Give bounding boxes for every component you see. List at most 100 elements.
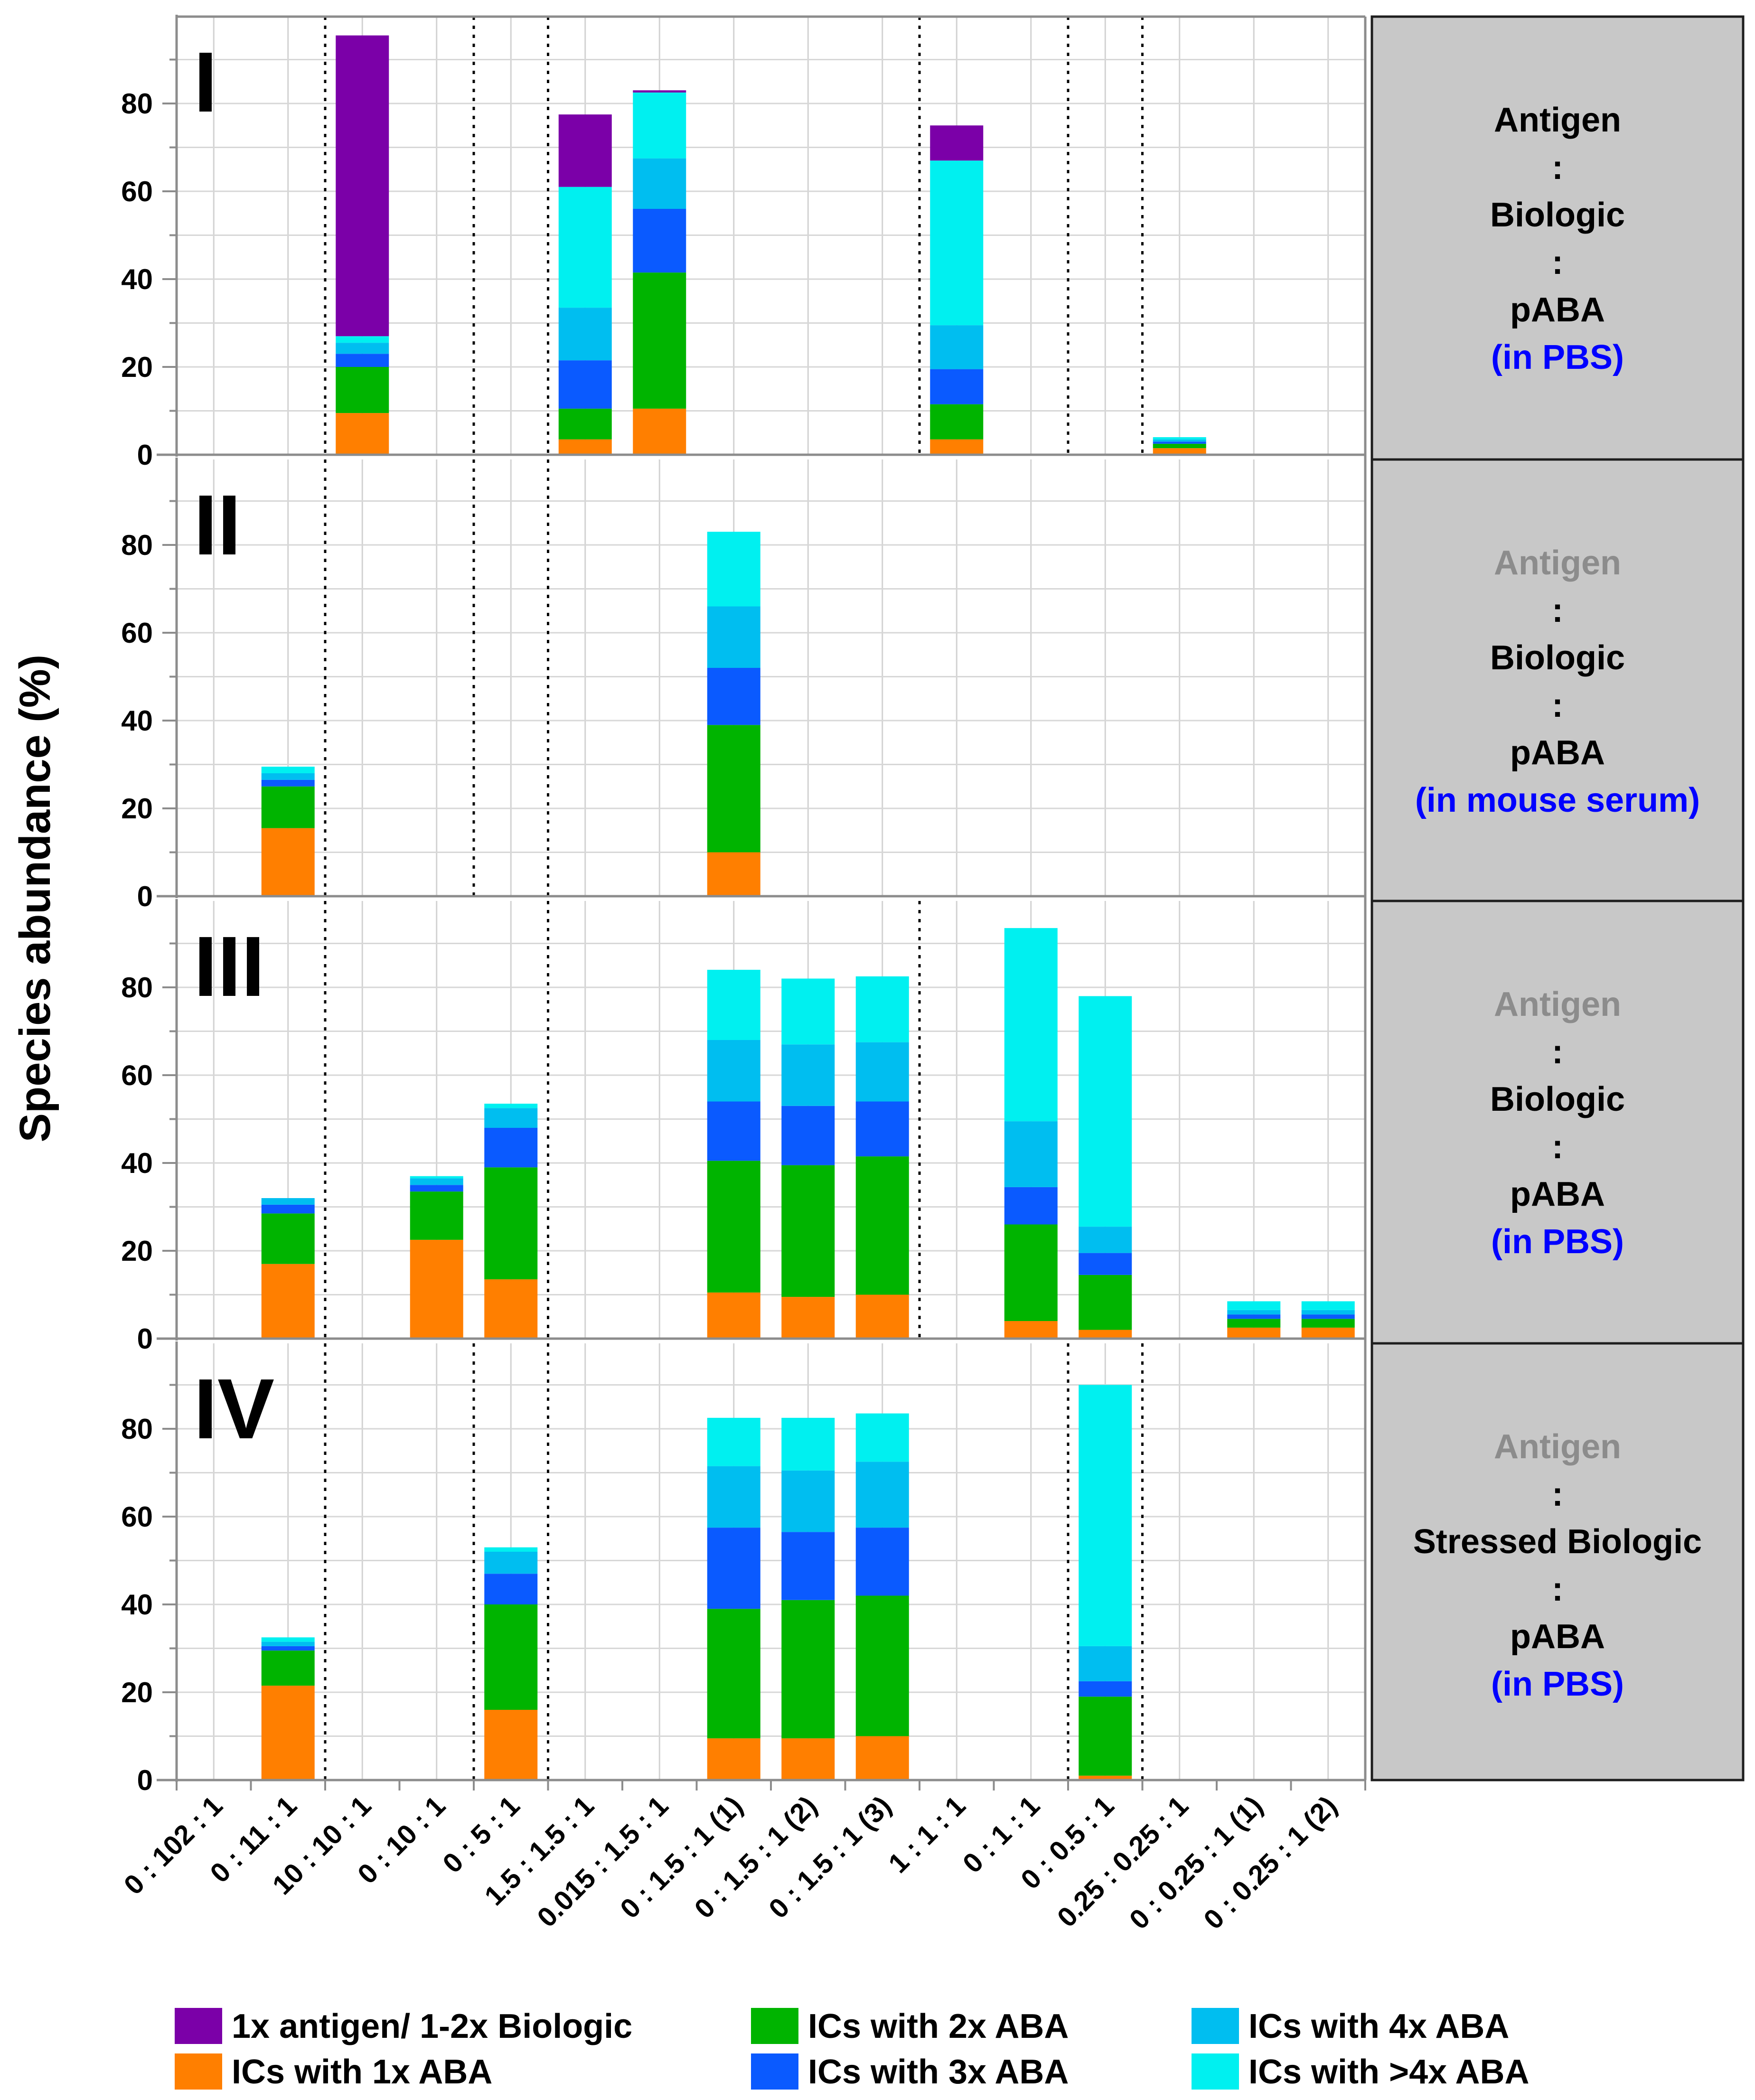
bar-segment <box>707 532 760 607</box>
bar-segment <box>1153 437 1206 440</box>
condition-box <box>1370 15 1745 461</box>
bar-segment <box>1301 1310 1355 1315</box>
bar-segment <box>410 1178 463 1185</box>
bar-segment <box>484 1547 538 1552</box>
y-tick-label: 40 <box>121 263 153 295</box>
y-tick-label: 40 <box>121 1147 153 1179</box>
condition-text: Biologic <box>1490 196 1625 234</box>
bar-segment <box>484 1104 538 1108</box>
bar-segment <box>930 125 984 161</box>
bar-segment <box>1301 1301 1355 1310</box>
bar-segment <box>781 1165 835 1297</box>
bar-segment <box>336 413 389 455</box>
bar-segment <box>1153 439 1206 442</box>
bar-segment <box>410 1191 463 1240</box>
bar-segment <box>633 209 686 273</box>
bar-segment <box>1079 1697 1132 1776</box>
condition-text: Stressed Biologic <box>1413 1523 1702 1561</box>
bar-segment <box>1079 1775 1132 1780</box>
bar-segment <box>1079 1275 1132 1330</box>
x-tick-label: 0 : 0.25 : 1 (2) <box>1198 1790 1343 1935</box>
bar-segment <box>410 1176 463 1179</box>
bar-segment <box>855 1101 909 1157</box>
bar-segment <box>1079 1330 1132 1339</box>
y-tick-label: 0 <box>137 439 153 471</box>
y-tick-label: 0 <box>137 1323 153 1355</box>
bars <box>261 35 1355 1780</box>
bar-segment <box>781 1600 835 1739</box>
panel-label: II <box>194 478 241 573</box>
bar-segment <box>558 187 612 308</box>
condition-text: Antigen <box>1494 101 1621 139</box>
condition-separator: : <box>1552 1128 1563 1166</box>
condition-text: Biologic <box>1490 639 1625 677</box>
bar-segment <box>781 1297 835 1339</box>
y-tick-label: 0 <box>137 881 153 912</box>
legend-label: ICs with 2x ABA <box>808 2007 1069 2045</box>
bar-segment <box>707 970 760 1040</box>
bar-segment <box>781 978 835 1045</box>
bar-segment <box>781 1532 835 1600</box>
bar-segment <box>410 1239 463 1339</box>
condition-box <box>1370 900 1745 1345</box>
bar-segment <box>558 114 612 187</box>
bar-segment <box>484 1604 538 1710</box>
legend-label: ICs with 4x ABA <box>1248 2007 1509 2045</box>
bar-segment <box>261 767 315 773</box>
condition-boxes <box>1370 15 1745 1781</box>
condition-text: (in PBS) <box>1491 1223 1624 1261</box>
bar-segment <box>707 725 760 853</box>
y-tick-label: 20 <box>121 1677 153 1708</box>
bar-segment <box>1227 1310 1281 1315</box>
x-tick-label: 0.015 : 1.5 : 1 <box>531 1790 674 1933</box>
y-tick-label: 80 <box>121 529 153 561</box>
condition-text: pABA <box>1510 1175 1605 1213</box>
bar-segment <box>1004 928 1058 1122</box>
bar-segment <box>336 367 389 413</box>
bar-segment <box>707 1466 760 1528</box>
legend-swatch <box>1192 2053 1239 2090</box>
condition-text: (in mouse serum) <box>1415 781 1700 819</box>
y-tick-label: 60 <box>121 176 153 207</box>
condition-text: pABA <box>1510 734 1605 772</box>
legend-label: ICs with 1x ABA <box>232 2053 492 2091</box>
bar-segment <box>1227 1301 1281 1310</box>
bar-segment <box>261 1637 315 1642</box>
x-tick-label: 0 : 102 : 1 <box>118 1790 229 1901</box>
bar-segment <box>1301 1319 1355 1328</box>
bar-segment <box>261 773 315 780</box>
legend: 1x antigen/ 1-2x Biologic ICs with 2x ABA… <box>175 2007 1529 2091</box>
bar-segment <box>558 308 612 361</box>
bar-segment <box>261 1686 315 1780</box>
bar-segment <box>1227 1327 1281 1339</box>
panel-label: III <box>194 919 265 1014</box>
bar-segment <box>1004 1121 1058 1187</box>
bar-segment <box>930 369 984 404</box>
bar-segment <box>707 606 760 668</box>
bar-segment <box>261 1198 315 1205</box>
bar-segment <box>855 1462 909 1528</box>
bar-segment <box>1004 1321 1058 1339</box>
bar-segment <box>484 1167 538 1280</box>
bar-segment <box>855 976 909 1042</box>
y-tick-label: 20 <box>121 793 153 825</box>
bar-segment <box>781 1417 835 1471</box>
legend-label: 1x antigen/ 1-2x Biologic <box>232 2007 632 2045</box>
legend-label: ICs with 3x ABA <box>808 2053 1069 2091</box>
bar-segment <box>1227 1314 1281 1319</box>
bar-segment <box>633 408 686 455</box>
bar-segment <box>484 1710 538 1780</box>
y-tick-label: 60 <box>121 1059 153 1091</box>
bar-segment <box>410 1185 463 1192</box>
condition-text: Antigen <box>1494 1428 1621 1466</box>
bar-segment <box>633 92 686 159</box>
condition-text: pABA <box>1510 1618 1605 1656</box>
bar-segment <box>1301 1314 1355 1319</box>
condition-separator: : <box>1552 686 1563 724</box>
y-tick-label: 20 <box>121 1235 153 1267</box>
bar-segment <box>1079 1227 1132 1253</box>
y-tick-label: 0 <box>137 1764 153 1796</box>
bar-segment <box>336 343 389 354</box>
condition-text: (in PBS) <box>1491 1665 1624 1703</box>
